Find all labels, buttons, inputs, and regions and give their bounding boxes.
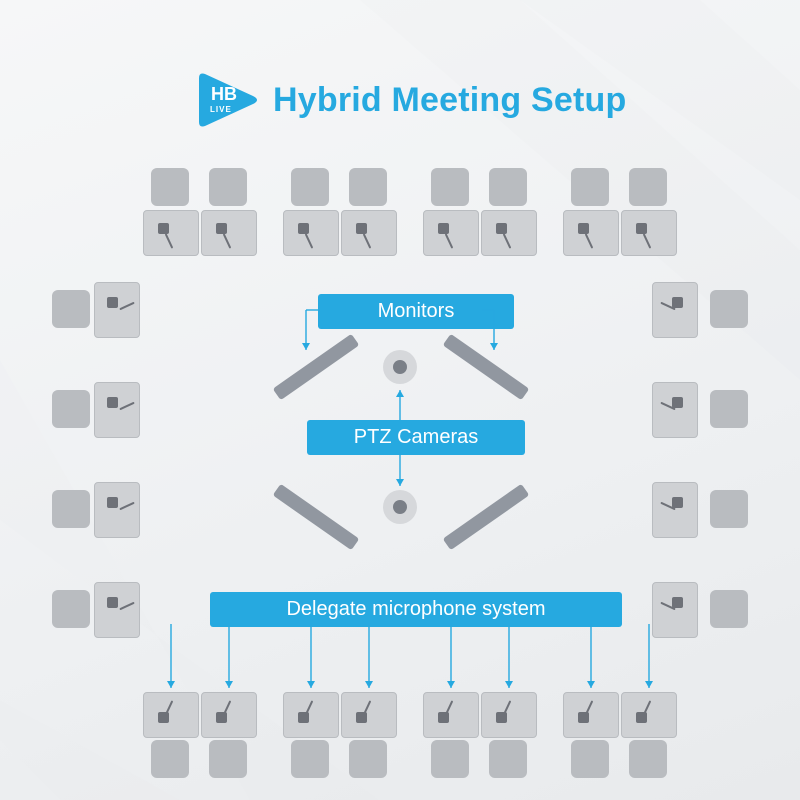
desk-icon xyxy=(563,210,619,256)
chair-icon xyxy=(291,168,329,206)
chair-icon xyxy=(151,740,189,778)
desk-icon xyxy=(94,382,140,438)
desk-icon xyxy=(94,582,140,638)
microphone-icon xyxy=(107,597,118,608)
hb-live-logo-icon: HB LIVE xyxy=(195,72,259,128)
logo-live-text: LIVE xyxy=(210,105,232,114)
desk-icon xyxy=(481,692,537,738)
desk-icon xyxy=(423,692,479,738)
microphone-icon xyxy=(107,397,118,408)
desk-icon xyxy=(94,482,140,538)
microphone-icon xyxy=(578,223,589,234)
desk-icon xyxy=(283,210,339,256)
diagram-canvas: HB LIVE Hybrid Meeting Setup Monitors PT… xyxy=(0,0,800,800)
microphone-icon xyxy=(636,223,647,234)
microphone-icon xyxy=(216,223,227,234)
chair-icon xyxy=(629,168,667,206)
microphone-icon xyxy=(107,497,118,508)
desk-icon xyxy=(201,210,257,256)
chair-icon xyxy=(431,740,469,778)
chair-icon xyxy=(489,168,527,206)
desk-icon xyxy=(341,210,397,256)
chair-icon xyxy=(431,168,469,206)
microphone-icon xyxy=(158,223,169,234)
chair-icon xyxy=(52,290,90,328)
camera-lens-icon xyxy=(393,360,407,374)
microphone-icon xyxy=(496,223,507,234)
desk-icon xyxy=(563,692,619,738)
microphone-icon xyxy=(438,223,449,234)
desk-icon xyxy=(423,210,479,256)
chair-icon xyxy=(710,590,748,628)
monitor-icon xyxy=(443,484,530,551)
delegate-label: Delegate microphone system xyxy=(210,592,622,627)
desk-icon xyxy=(283,692,339,738)
ptz-camera-icon xyxy=(383,490,417,524)
desk-icon xyxy=(621,210,677,256)
desk-icon xyxy=(652,582,698,638)
desk-icon xyxy=(94,282,140,338)
chair-icon xyxy=(349,168,387,206)
monitor-icon xyxy=(273,484,360,551)
desk-icon xyxy=(621,692,677,738)
chair-icon xyxy=(151,168,189,206)
chair-icon xyxy=(52,490,90,528)
chair-icon xyxy=(489,740,527,778)
microphone-icon xyxy=(356,223,367,234)
chair-icon xyxy=(209,740,247,778)
page-title: Hybrid Meeting Setup xyxy=(273,81,626,120)
chair-icon xyxy=(52,590,90,628)
chair-icon xyxy=(710,490,748,528)
desk-icon xyxy=(652,382,698,438)
ptz-label: PTZ Cameras xyxy=(307,420,525,455)
logo-hb-text: HB xyxy=(211,84,237,104)
desk-icon xyxy=(143,210,199,256)
monitor-icon xyxy=(273,334,360,401)
monitors-label: Monitors xyxy=(318,294,514,329)
desk-icon xyxy=(201,692,257,738)
chair-icon xyxy=(629,740,667,778)
chair-icon xyxy=(291,740,329,778)
header: HB LIVE Hybrid Meeting Setup xyxy=(195,72,626,128)
desk-icon xyxy=(652,282,698,338)
chair-icon xyxy=(209,168,247,206)
chair-icon xyxy=(571,740,609,778)
desk-icon xyxy=(481,210,537,256)
camera-lens-icon xyxy=(393,500,407,514)
chair-icon xyxy=(710,290,748,328)
ptz-camera-icon xyxy=(383,350,417,384)
chair-icon xyxy=(710,390,748,428)
desk-icon xyxy=(143,692,199,738)
microphone-icon xyxy=(298,223,309,234)
desk-icon xyxy=(652,482,698,538)
microphone-icon xyxy=(107,297,118,308)
chair-icon xyxy=(349,740,387,778)
chair-icon xyxy=(571,168,609,206)
chair-icon xyxy=(52,390,90,428)
monitor-icon xyxy=(443,334,530,401)
desk-icon xyxy=(341,692,397,738)
